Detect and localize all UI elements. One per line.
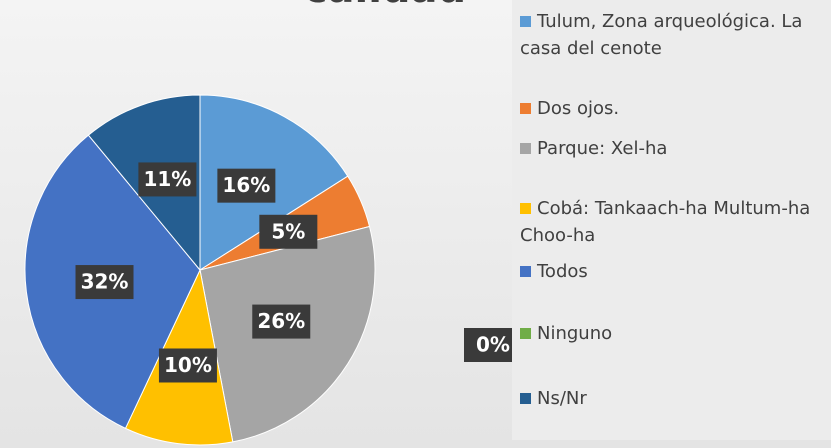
data-label-box — [75, 265, 134, 300]
data-label-box — [252, 304, 311, 339]
legend-label: Ninguno — [537, 323, 613, 344]
chart-title: calidad — [304, 0, 466, 12]
legend-item: Parque: Xel-ha — [520, 135, 820, 162]
legend-label: Todos — [537, 261, 588, 282]
data-label: 5% — [271, 219, 305, 243]
legend-swatch — [520, 393, 531, 404]
data-label-box — [217, 168, 276, 203]
data-label: 10% — [164, 353, 212, 377]
data-label-box — [138, 162, 197, 197]
legend-label: Parque: Xel-ha — [537, 138, 668, 159]
legend-swatch — [520, 143, 531, 154]
data-label-box — [259, 214, 318, 249]
legend-item: Ns/Nr — [520, 385, 820, 412]
legend-swatch — [520, 16, 531, 27]
legend-item: Dos ojos. — [520, 95, 820, 122]
legend-label: Tulum, Zona arqueológica. La casa del ce… — [520, 11, 803, 59]
legend-swatch — [520, 266, 531, 277]
legend-item: Ninguno — [520, 320, 820, 347]
legend-item: Cobá: Tankaach-ha Multum-ha Choo-ha — [520, 195, 820, 249]
data-label: 11% — [143, 167, 191, 191]
legend-swatch — [520, 328, 531, 339]
legend-swatch — [520, 203, 531, 214]
legend-item: Todos — [520, 258, 820, 285]
legend-swatch — [520, 103, 531, 114]
legend-item: Tulum, Zona arqueológica. La casa del ce… — [520, 8, 820, 62]
legend: Tulum, Zona arqueológica. La casa del ce… — [512, 0, 831, 440]
legend-label: Cobá: Tankaach-ha Multum-ha Choo-ha — [520, 198, 811, 246]
data-label: 0% — [476, 333, 510, 357]
data-label: 32% — [81, 270, 129, 294]
data-label: 26% — [257, 309, 305, 333]
data-label-box — [158, 348, 217, 383]
data-label: 16% — [222, 173, 270, 197]
legend-label: Ns/Nr — [537, 388, 587, 409]
legend-label: Dos ojos. — [537, 98, 620, 119]
